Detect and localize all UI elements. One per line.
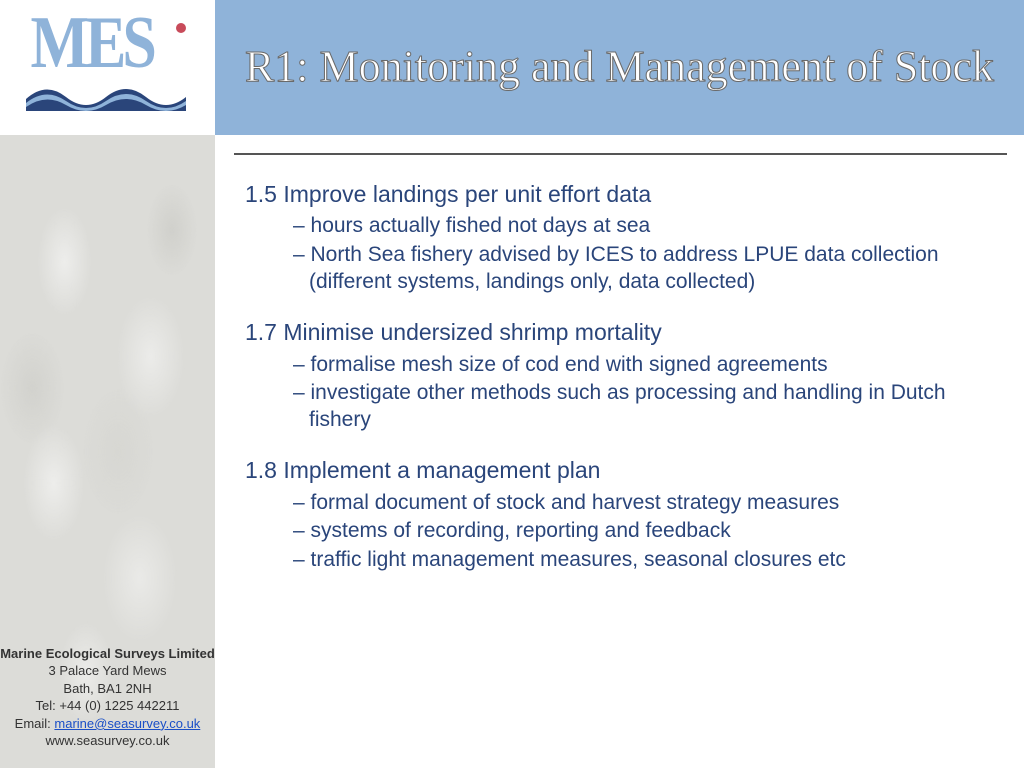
divider bbox=[234, 153, 1007, 155]
logo-text: MES bbox=[31, 0, 153, 85]
slide-content: 1.5 Improve landings per unit effort dat… bbox=[245, 180, 1000, 576]
company-name: Marine Ecological Surveys Limited bbox=[0, 645, 215, 663]
slide-header: R1: Monitoring and Management of Stock bbox=[215, 0, 1024, 135]
logo-box: MES bbox=[0, 0, 215, 135]
bullet-item: formalise mesh size of cod end with sign… bbox=[293, 352, 1000, 379]
website: www.seasurvey.co.uk bbox=[0, 732, 215, 750]
bullet-item: formal document of stock and harvest str… bbox=[293, 490, 1000, 517]
mes-logo: MES bbox=[21, 13, 191, 123]
email-line: Email: marine@seasurvey.co.uk bbox=[0, 715, 215, 733]
left-column: MES Marine Ecological Surveys Limited 3 … bbox=[0, 0, 215, 768]
bullet-item: North Sea fishery advised by ICES to add… bbox=[293, 242, 1000, 296]
bullet-item: systems of recording, reporting and feed… bbox=[293, 518, 1000, 545]
section-heading: 1.7 Minimise undersized shrimp mortality bbox=[245, 318, 1000, 347]
bullet-item: investigate other methods such as proces… bbox=[293, 380, 1000, 434]
logo-dot-icon bbox=[176, 23, 186, 33]
address-line-1: 3 Palace Yard Mews bbox=[0, 662, 215, 680]
bullet-item: traffic light management measures, seaso… bbox=[293, 547, 1000, 574]
section-heading: 1.8 Implement a management plan bbox=[245, 456, 1000, 485]
logo-wave-icon bbox=[26, 79, 186, 111]
contact-block: Marine Ecological Surveys Limited 3 Pala… bbox=[0, 645, 215, 750]
bullet-item: hours actually fished not days at sea bbox=[293, 213, 1000, 240]
email-link[interactable]: marine@seasurvey.co.uk bbox=[54, 716, 200, 731]
address-line-2: Bath, BA1 2NH bbox=[0, 680, 215, 698]
telephone: Tel: +44 (0) 1225 442211 bbox=[0, 697, 215, 715]
section-heading: 1.5 Improve landings per unit effort dat… bbox=[245, 180, 1000, 209]
slide-title: R1: Monitoring and Management of Stock bbox=[245, 42, 994, 93]
